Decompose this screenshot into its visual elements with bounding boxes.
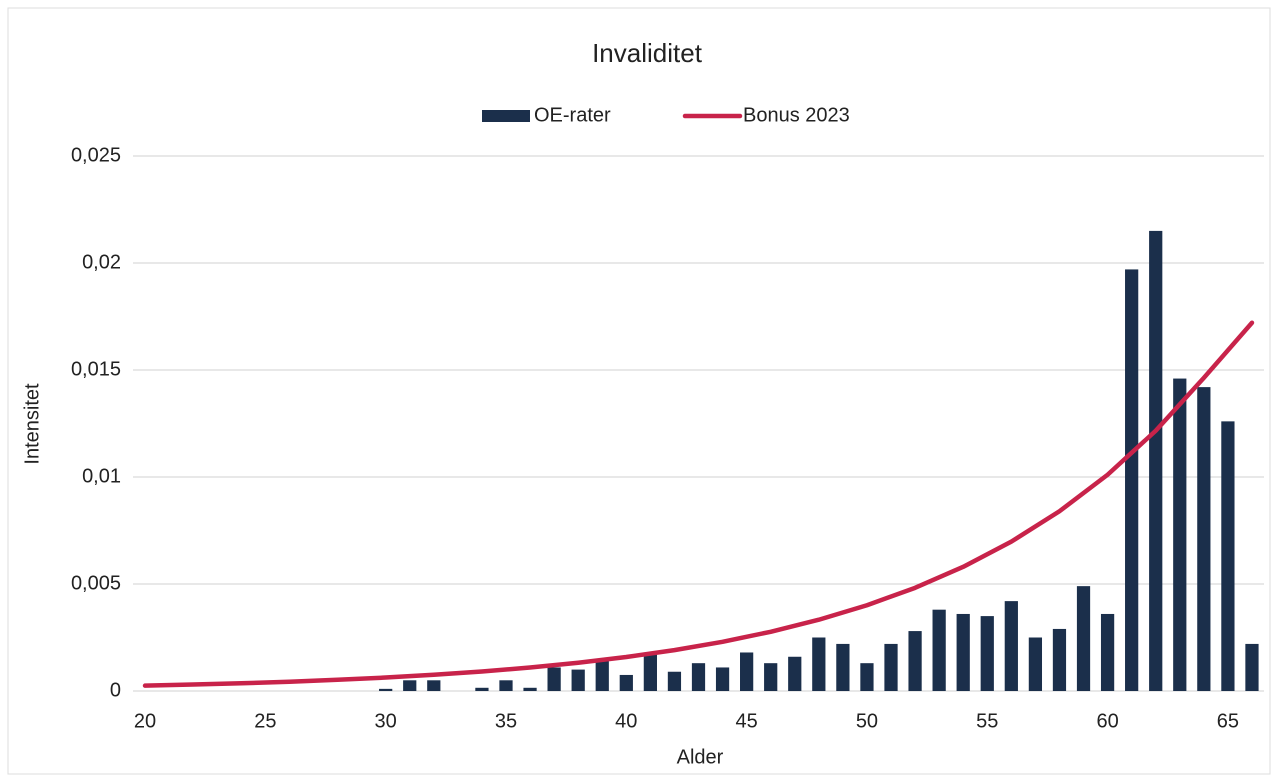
bar xyxy=(1028,637,1043,691)
bar xyxy=(1149,230,1163,691)
x-tick-label: 55 xyxy=(976,710,998,732)
x-tick-label: 30 xyxy=(375,710,397,732)
bar xyxy=(1173,378,1187,691)
bar xyxy=(980,616,994,691)
bar xyxy=(1004,601,1018,691)
x-tick-label: 40 xyxy=(615,710,637,732)
x-tick-label: 35 xyxy=(495,710,517,732)
bar xyxy=(499,680,513,691)
legend-label: Bonus 2023 xyxy=(743,104,850,126)
x-tick-label: 60 xyxy=(1096,710,1118,732)
bar xyxy=(932,609,946,691)
y-axis-label: Intensitet xyxy=(21,383,43,465)
y-tick-label: 0,02 xyxy=(82,251,121,273)
bar xyxy=(715,667,730,691)
x-tick-label: 25 xyxy=(254,710,276,732)
x-tick-label: 50 xyxy=(856,710,878,732)
line xyxy=(142,320,1255,688)
bar xyxy=(643,652,657,691)
bar xyxy=(740,652,754,691)
bar xyxy=(908,631,922,691)
frame xyxy=(7,7,1271,775)
y-tick-label: 0,005 xyxy=(71,572,121,594)
bar xyxy=(1221,421,1235,691)
x-tick-label: 45 xyxy=(736,710,758,732)
bar xyxy=(523,687,537,691)
y-tick-label: 0,025 xyxy=(71,144,121,166)
bar xyxy=(667,671,682,691)
bar xyxy=(475,687,489,691)
bar xyxy=(884,643,898,691)
bar xyxy=(547,667,561,691)
bar xyxy=(1100,613,1115,691)
bar xyxy=(788,656,802,691)
y-tick-label: 0 xyxy=(110,679,121,701)
chart-title: Invaliditet xyxy=(592,38,703,68)
bar xyxy=(836,643,850,691)
bar xyxy=(595,661,609,691)
bar xyxy=(764,663,778,691)
legend-label: OE-rater xyxy=(534,104,611,126)
bar xyxy=(427,680,441,691)
bar xyxy=(379,688,393,691)
bar xyxy=(812,637,826,691)
bar xyxy=(956,613,970,691)
bar xyxy=(691,663,706,691)
bar xyxy=(403,680,417,691)
x-tick-label: 20 xyxy=(134,710,156,732)
y-tick-label: 0,015 xyxy=(71,358,121,380)
bar xyxy=(1197,387,1211,691)
bar xyxy=(1052,628,1067,691)
bar xyxy=(1245,643,1259,691)
bar xyxy=(1125,269,1139,691)
bar xyxy=(619,674,633,691)
x-axis-label: Alder xyxy=(677,746,724,768)
bar xyxy=(860,663,874,691)
bar xyxy=(571,669,585,691)
x-tick-label: 65 xyxy=(1217,710,1239,732)
bar xyxy=(1076,586,1091,691)
y-tick-label: 0,01 xyxy=(82,465,121,487)
legend-swatch xyxy=(482,110,530,122)
